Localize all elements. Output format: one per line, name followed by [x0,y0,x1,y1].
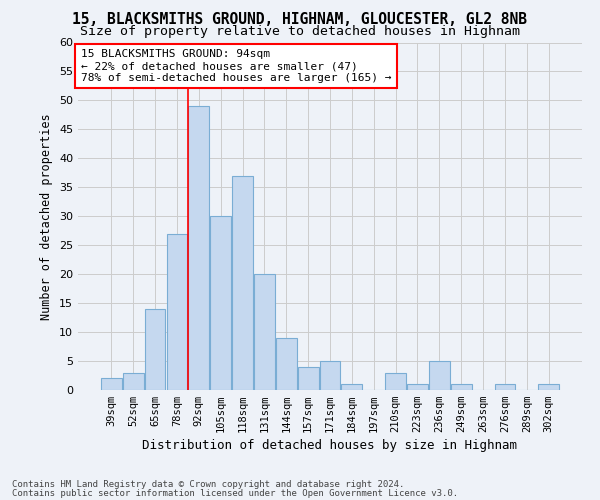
Y-axis label: Number of detached properties: Number of detached properties [40,113,53,320]
Bar [451,384,472,390]
Bar [407,384,428,390]
Text: 15, BLACKSMITHS GROUND, HIGHNAM, GLOUCESTER, GL2 8NB: 15, BLACKSMITHS GROUND, HIGHNAM, GLOUCES… [73,12,527,28]
Text: Contains HM Land Registry data © Crown copyright and database right 2024.: Contains HM Land Registry data © Crown c… [12,480,404,489]
Bar [210,216,231,390]
Bar [167,234,187,390]
Bar [188,106,209,390]
Bar [232,176,253,390]
X-axis label: Distribution of detached houses by size in Highnam: Distribution of detached houses by size … [143,440,517,452]
Bar [101,378,122,390]
Text: Size of property relative to detached houses in Highnam: Size of property relative to detached ho… [80,25,520,38]
Bar [276,338,296,390]
Bar [254,274,275,390]
Bar [385,372,406,390]
Text: 15 BLACKSMITHS GROUND: 94sqm
← 22% of detached houses are smaller (47)
78% of se: 15 BLACKSMITHS GROUND: 94sqm ← 22% of de… [80,50,391,82]
Bar [123,372,143,390]
Bar [429,361,450,390]
Bar [145,309,166,390]
Bar [494,384,515,390]
Bar [341,384,362,390]
Text: Contains public sector information licensed under the Open Government Licence v3: Contains public sector information licen… [12,488,458,498]
Bar [538,384,559,390]
Bar [298,367,319,390]
Bar [320,361,340,390]
